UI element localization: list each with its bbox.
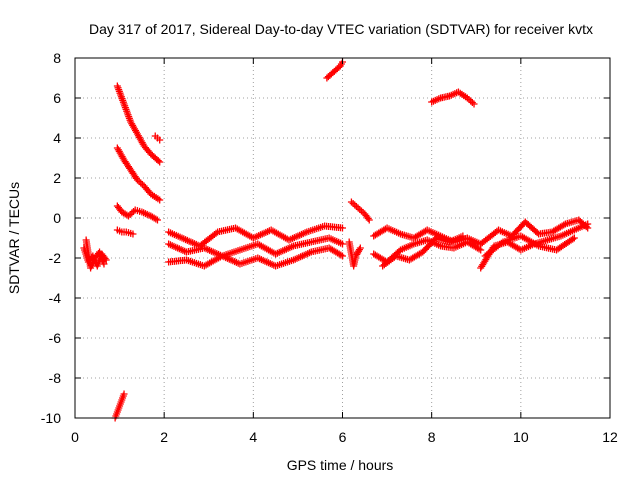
y-tick-label: -4 xyxy=(49,290,62,306)
y-tick-label: 0 xyxy=(53,210,61,226)
x-tick-label: 12 xyxy=(602,429,618,445)
y-tick-label: 8 xyxy=(53,50,61,66)
y-tick-label: -8 xyxy=(49,370,62,386)
y-tick-label: 4 xyxy=(53,130,61,146)
x-tick-label: 2 xyxy=(160,429,168,445)
chart-title: Day 317 of 2017, Sidereal Day-to-day VTE… xyxy=(89,21,593,37)
x-tick-label: 10 xyxy=(513,429,529,445)
y-tick-label: 6 xyxy=(53,90,61,106)
y-axis-label: SDTVAR / TECUs xyxy=(6,182,22,294)
x-tick-label: 0 xyxy=(71,429,79,445)
chart-svg: 0 2 4 6 8 10 12 -10 -8 -6 -4 -2 0 2 4 6 8 Day 317 of 201… xyxy=(0,0,640,480)
y-tick-label: -2 xyxy=(49,250,62,266)
y-tick-label: -6 xyxy=(49,330,62,346)
x-tick-label: 8 xyxy=(428,429,436,445)
x-axis-label: GPS time / hours xyxy=(287,457,394,473)
x-tick-label: 4 xyxy=(249,429,257,445)
y-tick-label: 2 xyxy=(53,170,61,186)
x-tick-label: 6 xyxy=(339,429,347,445)
y-tick-label: -10 xyxy=(41,410,61,426)
